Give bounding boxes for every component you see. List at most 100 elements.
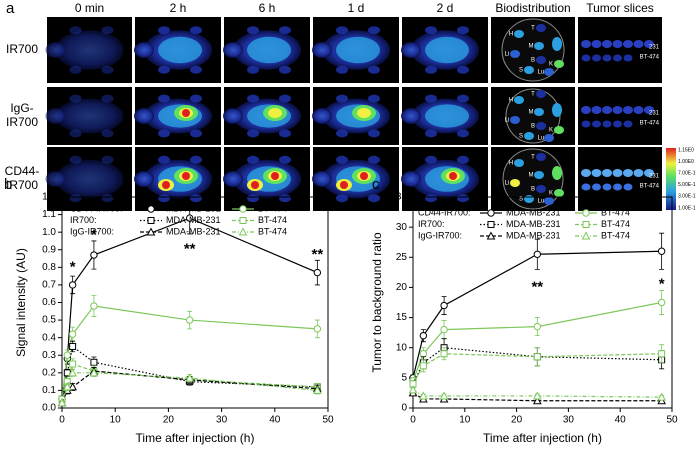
y-tick-label: 0.5 [42,315,56,326]
mouse-limb [101,194,114,203]
y-axis-title: Signal intensity (AU) [14,248,28,357]
y-tick-label: 1.0 [42,227,56,238]
mouse-limb [69,65,82,74]
mouse-head [223,108,243,124]
marker [68,382,77,391]
legend-group: CD44-IR700: [70,203,123,213]
marker [419,362,427,370]
mouse-limb [190,65,202,74]
mouse-limb [457,194,469,203]
legend-label: BT-474 [601,207,630,217]
mouse-limb [190,194,202,203]
mouse [401,155,479,203]
marker [313,325,322,333]
organ-label: H [509,32,513,38]
series-line [61,305,318,400]
signal [271,172,279,180]
marker [57,398,67,407]
organ-label: Lu [538,136,545,142]
colorbar [666,148,676,210]
legend-label: BT-474 [258,203,287,213]
organ [554,60,564,68]
mouse-head [401,171,421,187]
panel-label: a [6,0,15,17]
mouse-limb [425,65,437,74]
marker [239,205,247,213]
x-tick-label: 20 [163,415,175,426]
organ [536,24,546,32]
legend-label: BT-474 [601,230,630,240]
marker [487,221,495,228]
mouse [401,26,479,74]
organ-label: Li [505,52,510,58]
marker [582,209,590,217]
organ-label: B [531,124,535,130]
marker [90,251,98,259]
marker [313,268,322,277]
mouse-limb [247,129,259,138]
tumor-slice [612,169,623,177]
mouse-limb [101,94,114,103]
legend-group: CD44-IR700: [418,207,471,217]
x-tick-label: 40 [615,415,627,426]
y-tick-label: 0.3 [42,350,56,361]
marker [440,350,448,358]
organ-label: Li [505,181,510,187]
marker [185,373,195,382]
mouse [134,94,212,138]
organ-label: K [549,128,553,134]
organ-label: S [519,134,523,140]
tumor-slice [623,54,633,62]
tumor-slice [612,40,623,48]
organ [554,126,564,134]
mouse-limb [101,129,114,138]
mouse-limb [457,26,469,35]
organ [544,68,554,76]
y-tick-label: 25 [396,252,408,263]
legend-label: MDA-MB-231 [166,226,221,236]
column-title: 2 h [170,1,187,15]
tumor-slice [581,40,591,48]
marker [439,391,449,400]
mouse-limb [158,155,170,164]
signal [162,181,170,189]
mouse [45,26,124,74]
tumor-slice [581,169,591,177]
organ-label: S [519,197,523,203]
tumor-slice [644,106,654,114]
y-tick-label: 20 [396,282,408,293]
y-tick-label: 0.9 [42,244,56,255]
mouse-limb [247,194,259,203]
marker [147,217,155,224]
mouse-limb [368,65,380,74]
mouse-limb [336,65,348,74]
annotation: ** [184,241,196,258]
marker [68,330,77,338]
x-tick-label: 30 [563,415,575,426]
organ-label: Lu [538,70,545,76]
marker [313,385,322,394]
series-line [412,301,662,382]
colorbar-label: 5.00E-1 [678,182,696,188]
tumor-slice [602,169,612,177]
x-tick-label: 0 [410,415,416,426]
slice-label: BT-474 [640,184,660,190]
legend-label: MDA-MB-231 [506,219,561,229]
mouse-limb [425,94,437,103]
column-title: 6 h [259,1,276,15]
organ [510,50,520,58]
marker [440,325,448,334]
mouse-limb [336,26,348,35]
mouse-limb [425,194,437,203]
signal [425,36,469,64]
tumor-slice [613,183,622,191]
organ [514,30,524,38]
mouse-limb [247,155,259,164]
tumor-slice [633,106,644,114]
marker [419,391,428,400]
mouse-limb [279,194,291,203]
mouse-body [55,30,124,70]
mouse [45,94,124,138]
legend-group: IR700: [418,219,445,229]
mouse-limb [158,94,170,103]
